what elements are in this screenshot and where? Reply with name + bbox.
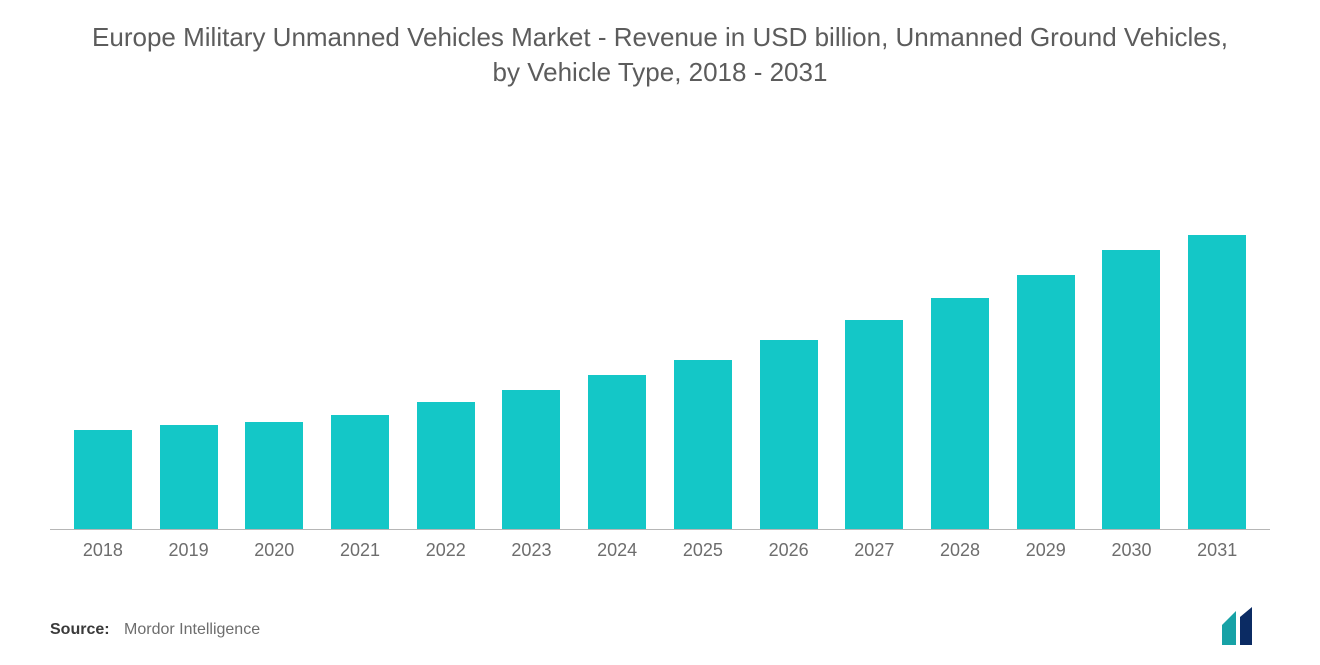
chart-plot-area: 2018201920202021202220232024202520262027… <box>50 130 1270 570</box>
bar <box>331 415 389 530</box>
x-axis-labels: 2018201920202021202220232024202520262027… <box>50 530 1270 570</box>
x-tick-label: 2018 <box>60 530 146 570</box>
bar <box>1017 275 1075 530</box>
bar-slot <box>317 130 403 530</box>
bar-slot <box>60 130 146 530</box>
bar <box>74 430 132 530</box>
bar <box>760 340 818 530</box>
source-value: Mordor Intelligence <box>124 621 260 638</box>
x-tick-label: 2025 <box>660 530 746 570</box>
bar-slot <box>1174 130 1260 530</box>
x-tick-label: 2030 <box>1089 530 1175 570</box>
x-tick-label: 2024 <box>574 530 660 570</box>
bar-slot <box>489 130 575 530</box>
source-label: Source: <box>50 621 110 638</box>
bar <box>588 375 646 530</box>
bar-slot <box>660 130 746 530</box>
bar <box>845 320 903 530</box>
bar-slot <box>574 130 660 530</box>
bar <box>1188 235 1246 530</box>
bars-group <box>50 130 1270 530</box>
mordor-logo-icon <box>1222 607 1278 645</box>
bar-slot <box>403 130 489 530</box>
x-tick-label: 2021 <box>317 530 403 570</box>
x-tick-label: 2023 <box>489 530 575 570</box>
x-tick-label: 2026 <box>746 530 832 570</box>
chart-title: Europe Military Unmanned Vehicles Market… <box>40 20 1280 100</box>
bar-slot <box>146 130 232 530</box>
bar-slot <box>1089 130 1175 530</box>
bar-slot <box>917 130 1003 530</box>
bar <box>160 425 218 530</box>
x-tick-label: 2027 <box>831 530 917 570</box>
chart-container: Europe Military Unmanned Vehicles Market… <box>0 0 1320 665</box>
x-tick-label: 2029 <box>1003 530 1089 570</box>
bar-slot <box>231 130 317 530</box>
bar <box>502 390 560 530</box>
x-tick-label: 2028 <box>917 530 1003 570</box>
bar <box>674 360 732 530</box>
x-tick-label: 2019 <box>146 530 232 570</box>
bar-slot <box>831 130 917 530</box>
bar-slot <box>746 130 832 530</box>
logo-bar-2 <box>1240 607 1252 645</box>
bar <box>931 298 989 530</box>
x-tick-label: 2031 <box>1174 530 1260 570</box>
x-tick-label: 2022 <box>403 530 489 570</box>
bar <box>245 422 303 530</box>
bar <box>417 402 475 530</box>
logo-bar-1 <box>1222 611 1236 645</box>
source-footer: Source: Mordor Intelligence <box>50 621 260 639</box>
bar <box>1102 250 1160 530</box>
bar-slot <box>1003 130 1089 530</box>
x-tick-label: 2020 <box>231 530 317 570</box>
